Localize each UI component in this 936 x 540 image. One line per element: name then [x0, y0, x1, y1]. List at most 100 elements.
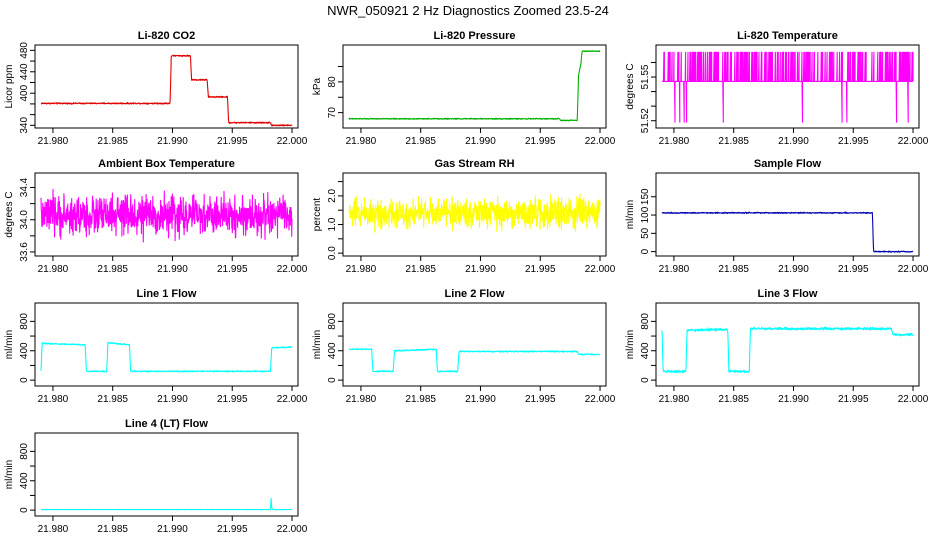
x-tick-label: 21.985: [405, 136, 436, 147]
x-tick-label: 21.990: [778, 394, 809, 405]
chart-panel-7: Line 1 Flow 21.980 21.985 21.990 21.995 22.00…: [4, 288, 308, 405]
chart-series-line: [40, 497, 293, 511]
x-tick-label: 21.985: [718, 394, 749, 405]
chart-panel-1: Li-820 CO2 21.980 21.985 21.990 21.995 22.000…: [4, 30, 308, 147]
y-tick-label: 480: [19, 42, 30, 59]
y-axis-label: percent: [312, 198, 323, 232]
chart-series-line: [40, 188, 293, 243]
x-tick-label: 21.985: [718, 136, 749, 147]
x-tick-label: 21.985: [718, 264, 749, 275]
y-tick-label: 34.0: [19, 210, 30, 230]
x-tick-label: 21.985: [405, 394, 436, 405]
chart-series-line: [661, 326, 914, 374]
plot-frame: [342, 172, 607, 257]
chart-panel-10: Line 4 (LT) Flow 21.980 21.985 21.990 21.995…: [4, 418, 308, 535]
x-tick-label: 21.990: [778, 136, 809, 147]
x-tick-label: 21.995: [217, 136, 248, 147]
chart-panel-4: Ambient Box Temperature 21.980 21.985 21.99…: [4, 158, 308, 275]
y-tick-label: 400: [327, 342, 338, 359]
y-tick-label: 0: [640, 377, 651, 383]
chart-title: Li-820 Temperature: [737, 30, 838, 42]
x-tick-label: 21.995: [217, 264, 248, 275]
chart-title: Sample Flow: [754, 158, 822, 170]
y-tick-label: 51.55: [640, 64, 651, 89]
plot-frame: [342, 302, 607, 387]
y-tick-label: 150: [640, 188, 651, 205]
chart-series-line: [661, 51, 914, 123]
x-tick-label: 21.995: [838, 394, 869, 405]
chart-panel-8: Line 2 Flow 21.980 21.985 21.990 21.995 22.00…: [312, 288, 616, 405]
x-tick-label: 22.000: [277, 524, 308, 535]
y-tick-label: 800: [19, 313, 30, 330]
chart-panel-6: Sample Flow 21.980 21.985 21.990 21.995 22.00…: [625, 158, 929, 275]
plot-frame: [655, 302, 920, 387]
x-tick-label: 21.990: [157, 264, 188, 275]
y-tick-label: 80: [327, 76, 338, 88]
y-tick-label: 400: [19, 342, 30, 359]
x-tick-label: 21.990: [465, 394, 496, 405]
x-tick-label: 21.985: [97, 264, 128, 275]
x-tick-label: 21.990: [157, 524, 188, 535]
y-tick-label: 0: [640, 248, 651, 254]
plot-frame: [34, 172, 299, 257]
plot-frame: [34, 432, 299, 517]
chart-title: Line 1 Flow: [137, 288, 197, 300]
x-tick-label: 21.995: [525, 136, 556, 147]
y-tick-label: 0: [19, 507, 30, 513]
plot-frame: [342, 44, 607, 129]
chart-series-line: [40, 341, 293, 373]
x-tick-label: 21.980: [346, 264, 377, 275]
x-tick-label: 21.995: [217, 394, 248, 405]
x-tick-label: 22.000: [898, 394, 929, 405]
y-axis-label: ml/min: [312, 330, 323, 359]
x-tick-label: 21.995: [525, 264, 556, 275]
figure-title: NWR_050921 2 Hz Diagnostics Zoomed 23.5-…: [327, 3, 609, 18]
x-tick-label: 21.985: [405, 264, 436, 275]
x-tick-label: 21.980: [38, 524, 69, 535]
y-tick-label: 34.4: [19, 177, 30, 197]
y-tick-label: 1.0: [327, 217, 338, 231]
x-tick-label: 21.980: [659, 394, 690, 405]
x-tick-label: 22.000: [585, 394, 616, 405]
y-tick-label: 400: [19, 472, 30, 489]
chart-panel-3: Li-820 Temperature 21.980 21.985 21.990 21.9…: [625, 30, 929, 147]
chart-series-line: [348, 193, 601, 233]
y-tick-label: 800: [19, 443, 30, 460]
y-axis-label: kPa: [312, 77, 323, 95]
x-tick-label: 22.000: [585, 264, 616, 275]
x-tick-label: 22.000: [898, 264, 929, 275]
chart-panel-9: Line 3 Flow 21.980 21.985 21.990 21.995 22.00…: [625, 288, 929, 405]
y-tick-label: 70: [327, 107, 338, 119]
y-axis-label: ml/min: [4, 330, 15, 359]
y-tick-label: 0: [19, 377, 30, 383]
chart-series-line: [348, 348, 601, 373]
chart-panel-5: Gas Stream RH 21.980 21.985 21.990 21.995 22.…: [312, 158, 616, 275]
y-axis-label: ml/min: [625, 200, 636, 229]
chart-panel-2: Li-820 Pressure 21.980 21.985 21.990 21.995 2…: [312, 30, 616, 147]
y-tick-label: 340: [19, 117, 30, 134]
x-tick-label: 21.980: [659, 136, 690, 147]
panel-grid: Li-820 CO2 21.980 21.985 21.990 21.995 22.000…: [4, 30, 929, 535]
y-axis-label: ml/min: [625, 330, 636, 359]
y-tick-label: 50: [640, 227, 651, 239]
y-tick-label: 33.6: [19, 242, 30, 262]
y-tick-label: 2.0: [327, 189, 338, 203]
x-tick-label: 21.980: [38, 136, 69, 147]
x-tick-label: 21.990: [157, 136, 188, 147]
x-tick-label: 21.990: [465, 136, 496, 147]
x-tick-label: 21.985: [97, 136, 128, 147]
x-tick-label: 21.995: [217, 524, 248, 535]
chart-series-line: [348, 50, 601, 122]
x-tick-label: 22.000: [277, 394, 308, 405]
x-tick-label: 22.000: [585, 136, 616, 147]
chart-title: Line 2 Flow: [445, 288, 505, 300]
x-tick-label: 21.995: [838, 264, 869, 275]
y-tick-label: 400: [640, 342, 651, 359]
y-tick-label: 440: [19, 63, 30, 80]
x-tick-label: 21.980: [38, 264, 69, 275]
x-tick-label: 22.000: [898, 136, 929, 147]
x-tick-label: 21.980: [346, 136, 377, 147]
y-tick-label: 800: [640, 313, 651, 330]
